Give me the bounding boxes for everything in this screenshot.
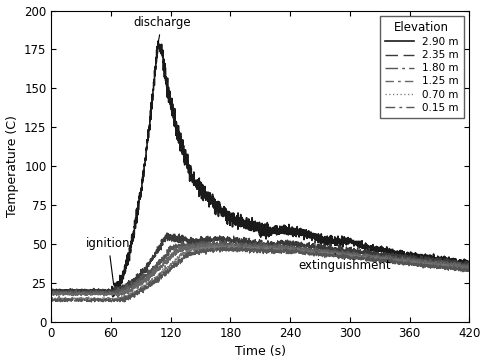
Y-axis label: Temperature (C): Temperature (C)	[5, 115, 18, 217]
Text: discharge: discharge	[133, 16, 191, 42]
Text: ignition: ignition	[86, 237, 131, 285]
Legend: 2.90 m, 2.35 m, 1.80 m, 1.25 m, 0.70 m, 0.15 m: 2.90 m, 2.35 m, 1.80 m, 1.25 m, 0.70 m, …	[380, 16, 464, 118]
Text: extinguishment: extinguishment	[298, 253, 391, 272]
X-axis label: Time (s): Time (s)	[235, 345, 286, 359]
